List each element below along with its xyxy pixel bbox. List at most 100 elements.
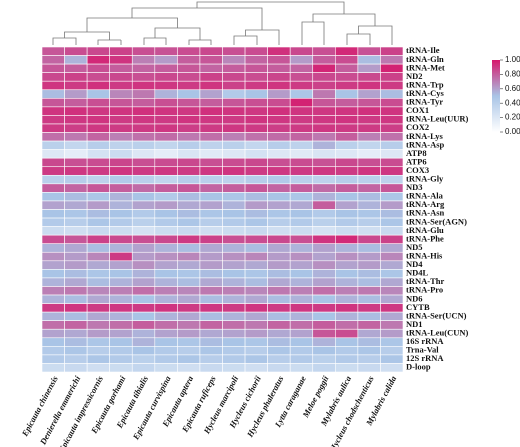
cell xyxy=(289,217,314,227)
cell xyxy=(177,115,201,125)
row-label: tRNA-Ala xyxy=(406,191,444,201)
cell xyxy=(131,303,156,313)
cell xyxy=(357,98,381,108)
cell xyxy=(131,346,156,356)
cell xyxy=(154,277,178,287)
cell xyxy=(357,337,381,347)
cell xyxy=(244,269,268,279)
cell xyxy=(109,63,133,73)
cell xyxy=(86,354,110,364)
cell xyxy=(222,98,246,108)
cell xyxy=(41,209,65,219)
cell xyxy=(312,363,336,373)
cell xyxy=(244,226,268,236)
cell xyxy=(41,303,65,313)
cell xyxy=(222,337,246,347)
cell xyxy=(289,286,314,296)
cell xyxy=(86,277,110,287)
cell xyxy=(335,294,359,304)
cell xyxy=(312,72,336,82)
cell xyxy=(267,106,291,116)
cell xyxy=(380,294,404,304)
cell xyxy=(357,226,381,236)
cell xyxy=(109,363,133,373)
cell xyxy=(131,166,156,176)
cell xyxy=(41,243,65,253)
cell xyxy=(86,149,110,159)
cell xyxy=(154,98,178,108)
cell xyxy=(177,157,201,168)
cell xyxy=(131,286,156,296)
cell xyxy=(86,311,110,321)
cell xyxy=(335,311,359,321)
cell xyxy=(64,209,88,219)
cell xyxy=(222,303,246,313)
cell xyxy=(380,55,404,65)
cell xyxy=(86,63,110,73)
cell xyxy=(64,166,88,176)
cell xyxy=(86,328,110,339)
cell xyxy=(64,174,88,185)
cell xyxy=(109,234,133,245)
cell xyxy=(86,80,110,91)
cell xyxy=(131,123,156,133)
cell xyxy=(312,286,336,296)
cell xyxy=(86,243,110,253)
cell xyxy=(86,98,110,108)
cell xyxy=(64,269,88,279)
cell xyxy=(289,354,314,364)
cell xyxy=(267,260,291,270)
cell xyxy=(41,269,65,279)
cell xyxy=(357,72,381,82)
cell xyxy=(289,149,314,159)
cell xyxy=(335,277,359,287)
cell xyxy=(357,123,381,133)
row-label: tRNA-Trp xyxy=(406,79,444,89)
cell xyxy=(380,303,404,313)
cell xyxy=(380,72,404,82)
cell xyxy=(289,200,314,210)
cell xyxy=(312,46,336,56)
cell xyxy=(357,174,381,185)
cell xyxy=(289,106,314,116)
cell xyxy=(64,132,88,142)
cell xyxy=(109,89,133,99)
cell xyxy=(380,243,404,253)
cell xyxy=(267,123,291,133)
cell xyxy=(199,328,223,339)
cell xyxy=(244,63,268,73)
cell xyxy=(267,140,291,150)
row-label: tRNA-Met xyxy=(406,62,445,72)
cell xyxy=(154,80,178,91)
cell xyxy=(86,200,110,210)
cell xyxy=(131,46,156,56)
cell xyxy=(131,311,156,321)
cell xyxy=(380,260,404,270)
cell xyxy=(335,132,359,142)
row-label: tRNA-Arg xyxy=(406,199,445,209)
cell xyxy=(154,294,178,304)
cell xyxy=(41,200,65,210)
cell xyxy=(86,106,110,116)
cell xyxy=(244,166,268,176)
cell xyxy=(222,63,246,73)
cell xyxy=(41,63,65,73)
cell xyxy=(312,166,336,176)
cell xyxy=(154,363,178,373)
cell xyxy=(154,303,178,313)
cell xyxy=(199,140,223,150)
cell xyxy=(177,234,201,245)
row-label: tRNA-Asn xyxy=(406,208,445,218)
colorbar-tick-label: 0.40 xyxy=(505,98,520,107)
cell xyxy=(177,260,201,270)
cell xyxy=(154,46,178,56)
cell xyxy=(199,166,223,176)
cell xyxy=(86,346,110,356)
cell xyxy=(41,80,65,91)
cell xyxy=(41,320,65,330)
cell xyxy=(222,269,246,279)
cell xyxy=(177,140,201,150)
cell xyxy=(312,149,336,159)
cell xyxy=(109,328,133,339)
cell xyxy=(86,157,110,168)
